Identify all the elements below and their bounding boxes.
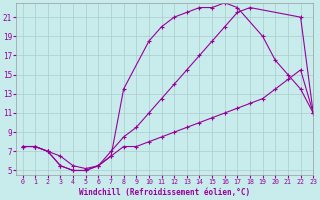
X-axis label: Windchill (Refroidissement éolien,°C): Windchill (Refroidissement éolien,°C)	[79, 188, 250, 197]
